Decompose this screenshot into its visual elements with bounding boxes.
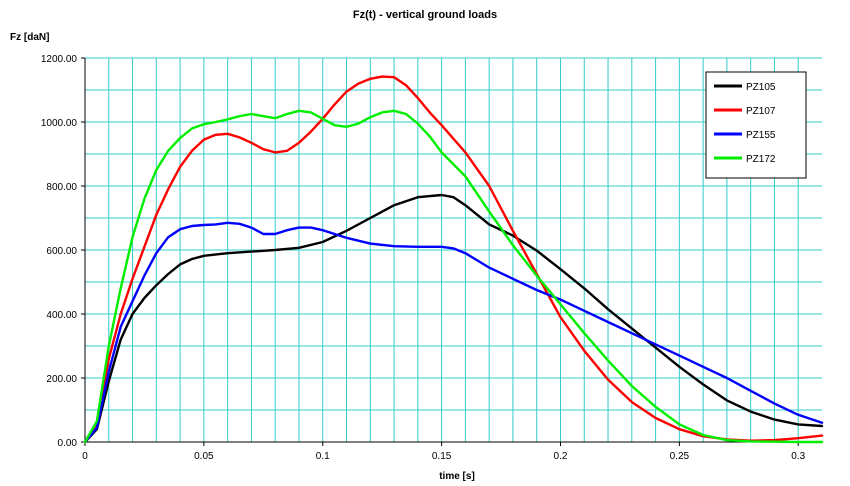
series-line-pz155 — [83, 221, 824, 444]
x-tick-label: 0.2 — [554, 451, 568, 462]
y-axis-label: Fz [daN] — [10, 32, 49, 43]
y-tick-label: 200.00 — [46, 374, 77, 385]
y-tick-label: 1000.00 — [41, 118, 78, 129]
x-tick-label: 0.25 — [670, 451, 690, 462]
legend-label-pz107: PZ107 — [746, 106, 776, 117]
legend: PZ105 PZ107 PZ155 PZ172 — [705, 71, 807, 179]
y-tick-label: 0.00 — [58, 438, 78, 449]
x-tick-label: 0 — [82, 451, 88, 462]
x-tick-label: 0.1 — [316, 451, 330, 462]
series-line-pz107 — [83, 75, 824, 444]
legend-box — [705, 71, 807, 179]
series-line-pz172 — [83, 109, 824, 444]
chart-title: Fz(t) - vertical ground loads — [353, 9, 497, 21]
x-axis-label: time [s] — [439, 471, 475, 482]
y-tick-label: 400.00 — [46, 310, 77, 321]
x-tick-label: 0.3 — [791, 451, 805, 462]
y-tick-label: 1200.00 — [41, 54, 78, 65]
y-tick-label: 800.00 — [46, 182, 77, 193]
series-group — [83, 75, 824, 444]
y-tick-label: 600.00 — [46, 246, 77, 257]
x-tick-label: 0.15 — [432, 451, 452, 462]
legend-label-pz172: PZ172 — [746, 154, 776, 165]
x-tick-label: 0.05 — [194, 451, 214, 462]
axes: 0 0.05 0.1 0.15 0.2 0.25 0.3 0.00 200.00 400.00 60… — [41, 54, 822, 462]
grid — [85, 57, 822, 442]
legend-label-pz155: PZ155 — [746, 130, 776, 141]
series-line-pz105 — [83, 193, 824, 444]
legend-label-pz105: PZ105 — [746, 82, 776, 93]
